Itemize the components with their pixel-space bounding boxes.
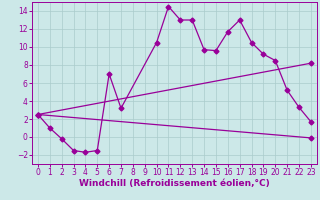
X-axis label: Windchill (Refroidissement éolien,°C): Windchill (Refroidissement éolien,°C)	[79, 179, 270, 188]
